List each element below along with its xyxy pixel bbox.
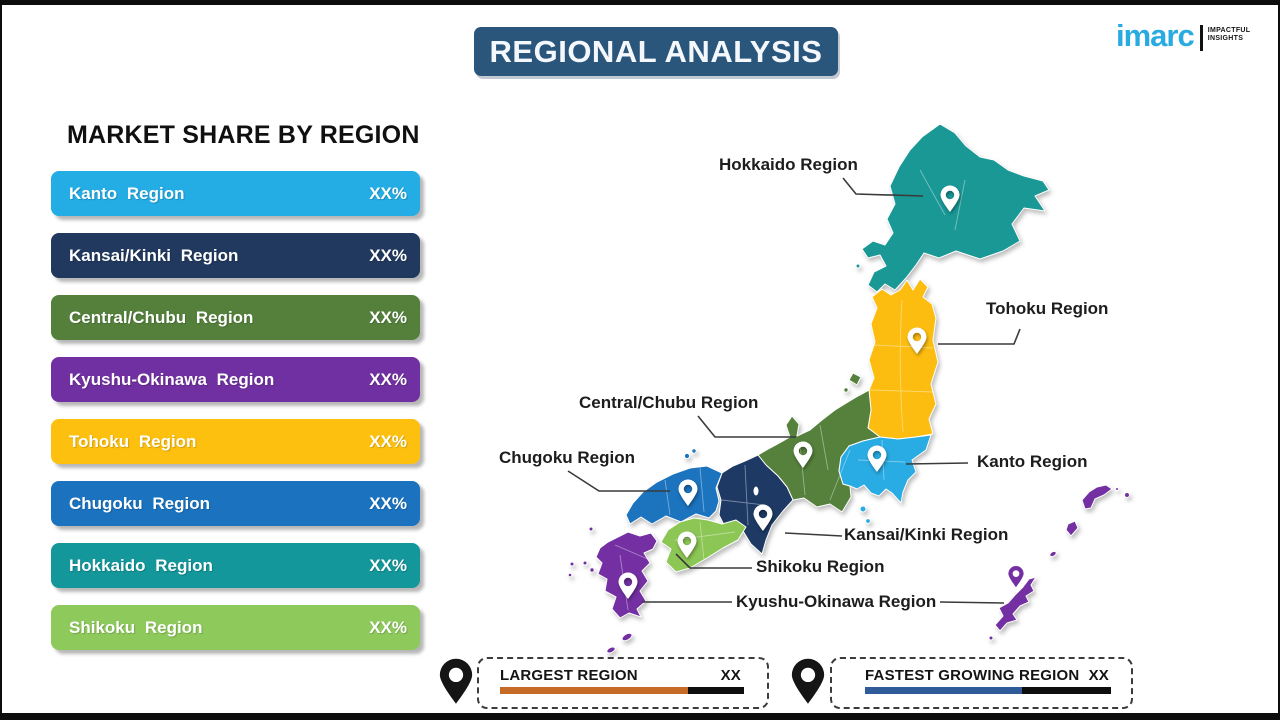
page-title: REGIONAL ANALYSIS xyxy=(489,33,823,69)
share-bar-value: XX% xyxy=(369,493,407,513)
map-label-kansai: Kansai/Kinki Region xyxy=(844,525,1009,544)
callout-line-chugoku xyxy=(567,470,670,492)
share-bar-label: Chugoku Region xyxy=(69,493,210,513)
share-bar-label: Hokkaido Region xyxy=(69,555,213,575)
logo-tagline-line2: INSIGHTS xyxy=(1207,35,1244,42)
region-okinawa-islands xyxy=(988,484,1130,641)
share-bar-tohoku: Tohoku Region XX% xyxy=(51,419,420,464)
legend-largest-region: LARGEST REGION XX xyxy=(477,657,769,709)
small-islands xyxy=(683,263,871,524)
share-bar-kyushu-okinawa: Kyushu-Okinawa Region XX% xyxy=(51,357,420,402)
share-bar-value: XX% xyxy=(369,369,407,389)
legend-fastest-growing-region: FASTEST GROWING REGION XX xyxy=(830,657,1133,709)
callout-lines xyxy=(567,177,1021,604)
market-share-list: Kanto Region XX% Kansai/Kinki Region XX%… xyxy=(51,171,420,667)
callout-line-tohoku xyxy=(938,328,1021,345)
map-label-chugoku: Chugoku Region xyxy=(499,448,635,467)
legend-pin-largest xyxy=(439,658,473,704)
map-label-hokkaido: Hokkaido Region xyxy=(719,155,858,174)
legend-fastest-value: XX xyxy=(1088,667,1109,684)
logo-tagline-line1: IMPACTFUL xyxy=(1207,27,1251,34)
legend-largest-bar-fill xyxy=(500,687,688,694)
lake-biwa xyxy=(753,486,759,496)
share-bar-value: XX% xyxy=(369,555,407,575)
share-bar-shikoku: Shikoku Region XX% xyxy=(51,605,420,650)
region-kyushu xyxy=(567,526,658,654)
share-bar-value: XX% xyxy=(369,183,407,203)
region-kanto xyxy=(838,434,932,504)
imarc-logo: imarc IMPACTFUL INSIGHTS xyxy=(1116,18,1251,53)
page-title-banner: REGIONAL ANALYSIS xyxy=(474,27,838,76)
share-bar-value: XX% xyxy=(369,245,407,265)
callout-line-central-chubu xyxy=(697,415,796,438)
share-bar-value: XX% xyxy=(369,431,407,451)
legend-fastest-bar-fill xyxy=(865,687,1023,694)
region-chugoku xyxy=(625,465,723,525)
market-share-heading: MARKET SHARE BY REGION xyxy=(67,121,420,149)
callout-line-kansai xyxy=(784,532,843,537)
callout-line-shikoku xyxy=(675,553,752,569)
logo-tagline: IMPACTFUL INSIGHTS xyxy=(1208,27,1251,43)
prefecture-borders xyxy=(614,169,966,611)
share-bar-label: Kansai/Kinki Region xyxy=(69,245,239,265)
region-hokkaido xyxy=(861,123,1050,293)
share-bar-value: XX% xyxy=(369,307,407,327)
callout-line-hokkaido xyxy=(842,177,924,197)
legend-pin-fastest xyxy=(791,658,825,704)
legend-fastest-label: FASTEST GROWING REGION xyxy=(865,667,1080,684)
share-bar-kansai-kinki: Kansai/Kinki Region XX% xyxy=(51,233,420,278)
share-bar-label: Tohoku Region xyxy=(69,431,197,451)
map-label-kanto: Kanto Region xyxy=(977,452,1088,471)
callout-line-okinawa xyxy=(939,601,1005,604)
legend-largest-bar xyxy=(500,687,744,694)
share-bar-hokkaido: Hokkaido Region XX% xyxy=(51,543,420,588)
share-bar-label: Central/Chubu Region xyxy=(69,307,254,327)
legend-largest-value: XX xyxy=(720,667,741,684)
share-bar-kanto: Kanto Region XX% xyxy=(51,171,420,216)
legend-largest-label: LARGEST REGION xyxy=(500,667,638,684)
region-tohoku xyxy=(867,278,939,440)
share-bar-value: XX% xyxy=(369,617,407,637)
legend-fastest-bar xyxy=(865,687,1111,694)
map-label-central-chubu: Central/Chubu Region xyxy=(579,393,759,412)
map-label-kyushu-okinawa: Kyushu-Okinawa Region xyxy=(736,592,937,611)
share-bar-label: Kanto Region xyxy=(69,183,185,203)
okinawa-pin xyxy=(1008,566,1024,588)
map-label-tohoku: Tohoku Region xyxy=(986,299,1109,318)
map-label-shikoku: Shikoku Region xyxy=(756,557,885,576)
share-bar-label: Kyushu-Okinawa Region xyxy=(69,369,275,389)
imarc-wordmark: imarc xyxy=(1116,18,1195,53)
share-bar-central-chubu: Central/Chubu Region XX% xyxy=(51,295,420,340)
region-shikoku xyxy=(660,517,747,573)
share-bar-chugoku: Chugoku Region XX% xyxy=(51,481,420,526)
share-bar-label: Shikoku Region xyxy=(69,617,203,637)
logo-divider xyxy=(1199,25,1203,51)
callout-line-kanto xyxy=(905,462,969,465)
